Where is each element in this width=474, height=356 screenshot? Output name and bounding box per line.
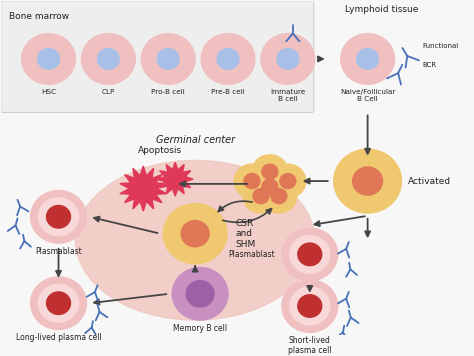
- Circle shape: [163, 204, 227, 264]
- Text: Long-lived plasma cell: Long-lived plasma cell: [16, 333, 101, 342]
- Circle shape: [262, 164, 278, 179]
- Circle shape: [353, 167, 383, 195]
- Circle shape: [37, 49, 60, 69]
- Circle shape: [341, 33, 394, 84]
- Text: CSR
and
SHM: CSR and SHM: [235, 219, 255, 248]
- Circle shape: [298, 243, 322, 266]
- Circle shape: [181, 220, 209, 247]
- Circle shape: [46, 205, 71, 228]
- Text: CLP: CLP: [102, 89, 115, 95]
- Circle shape: [234, 164, 270, 198]
- Circle shape: [46, 292, 71, 314]
- Text: Bone marrow: Bone marrow: [9, 12, 69, 21]
- Text: Functional: Functional: [422, 43, 459, 49]
- Circle shape: [82, 33, 135, 84]
- Circle shape: [252, 155, 288, 189]
- Circle shape: [253, 189, 269, 204]
- Circle shape: [262, 179, 278, 194]
- Text: Pre-B cell: Pre-B cell: [211, 89, 245, 95]
- Text: Germinal center: Germinal center: [155, 135, 235, 145]
- Circle shape: [22, 33, 75, 84]
- Circle shape: [243, 179, 279, 213]
- Circle shape: [244, 174, 260, 189]
- Circle shape: [298, 295, 322, 317]
- Circle shape: [261, 179, 297, 213]
- Circle shape: [282, 280, 337, 332]
- Circle shape: [271, 189, 287, 204]
- Circle shape: [31, 190, 86, 243]
- Circle shape: [31, 277, 86, 330]
- Circle shape: [290, 235, 330, 273]
- Text: Plasmablast: Plasmablast: [228, 250, 275, 259]
- Circle shape: [141, 33, 195, 84]
- Text: BCR: BCR: [422, 62, 437, 68]
- Text: Apoptosis: Apoptosis: [138, 146, 182, 155]
- Polygon shape: [120, 166, 166, 211]
- Text: Activated: Activated: [408, 177, 451, 185]
- Text: HSC: HSC: [41, 89, 56, 95]
- Circle shape: [186, 281, 214, 307]
- Circle shape: [157, 49, 179, 69]
- Circle shape: [261, 33, 315, 84]
- Circle shape: [217, 49, 239, 69]
- Circle shape: [334, 149, 401, 213]
- Circle shape: [38, 284, 79, 322]
- Circle shape: [98, 49, 119, 69]
- Circle shape: [38, 198, 79, 236]
- Circle shape: [172, 267, 228, 320]
- Circle shape: [280, 174, 296, 189]
- Circle shape: [356, 49, 379, 69]
- Polygon shape: [157, 162, 193, 196]
- Circle shape: [270, 164, 306, 198]
- FancyBboxPatch shape: [0, 1, 314, 112]
- Text: Short-lived
plasma cell: Short-lived plasma cell: [288, 336, 332, 356]
- Circle shape: [282, 228, 337, 281]
- Circle shape: [277, 49, 299, 69]
- Text: Plasmablast: Plasmablast: [35, 247, 82, 256]
- Text: Immature
B cell: Immature B cell: [270, 89, 306, 102]
- Text: Pro-B cell: Pro-B cell: [151, 89, 185, 95]
- Text: Lymphoid tissue: Lymphoid tissue: [345, 5, 418, 14]
- Circle shape: [201, 33, 255, 84]
- Text: Memory B cell: Memory B cell: [173, 324, 227, 333]
- Circle shape: [252, 170, 288, 204]
- Text: Naive/Follicular
B Cell: Naive/Follicular B Cell: [340, 89, 395, 102]
- Circle shape: [290, 287, 330, 325]
- Ellipse shape: [75, 161, 315, 320]
